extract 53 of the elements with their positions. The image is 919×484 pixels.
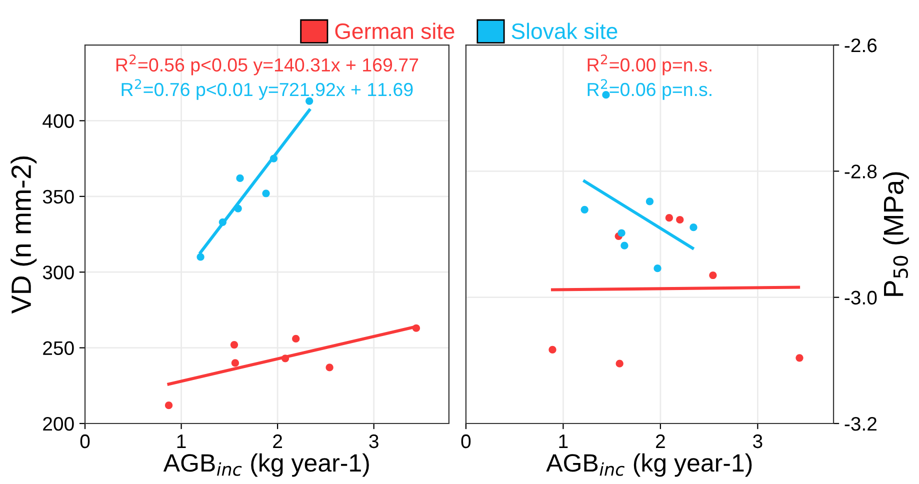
point — [796, 354, 804, 362]
annotation: R$^{2}$=0.76 p<0.01 y=721.92x + 11.69 — [122, 79, 413, 100]
x-axis-title: AGB$_{inc}$ (kg year-1) — [163, 453, 369, 477]
y-tick-label: -2.8 — [844, 164, 877, 178]
point — [231, 359, 239, 367]
x-tick-label: 1 — [177, 434, 186, 448]
point — [412, 324, 420, 332]
point — [548, 346, 556, 354]
point — [620, 242, 628, 250]
point — [236, 174, 244, 182]
y-axis-title: VD (n mm-2) — [10, 156, 37, 314]
annotation: R$^{2}$=0.56 p<0.05 y=140.31x + 169.77 — [116, 54, 418, 76]
point — [616, 360, 624, 368]
point — [654, 264, 662, 272]
y-tick-label: 400 — [42, 114, 74, 128]
point — [709, 271, 717, 280]
point — [262, 190, 270, 198]
x-tick-label: 0 — [80, 434, 90, 448]
x-tick-label: 2 — [656, 434, 665, 448]
point — [270, 154, 278, 162]
y-tick-label: 200 — [43, 416, 74, 431]
point — [234, 204, 242, 212]
point — [676, 216, 684, 224]
point — [580, 206, 588, 214]
point — [618, 229, 626, 237]
point — [646, 198, 654, 206]
annotation: R$^{2}$=0.06 p=n.s. — [588, 79, 712, 100]
legend-label: Slovak site — [512, 22, 618, 40]
y-tick-label: -2.6 — [844, 38, 877, 52]
x-tick-label: 3 — [753, 434, 762, 448]
legend-label: German site — [335, 22, 454, 40]
y-tick-label: 350 — [42, 190, 74, 204]
point — [281, 354, 290, 362]
point — [690, 224, 698, 232]
point — [164, 402, 173, 410]
x-tick-label: 1 — [559, 434, 568, 448]
point — [326, 364, 334, 372]
point — [292, 334, 300, 343]
point — [230, 340, 238, 349]
y-tick-label: 250 — [43, 341, 74, 356]
y-axis-title: P$_{50}$ (MPa) — [883, 172, 909, 296]
point — [196, 253, 204, 261]
point — [602, 91, 610, 99]
point — [218, 218, 226, 226]
annotation: R$^{2}$=0.00 p=n.s. — [588, 54, 712, 76]
y-tick-label: -3.0 — [844, 290, 877, 305]
x-tick-label: 3 — [369, 434, 378, 448]
x-tick-label: 2 — [273, 434, 282, 448]
point — [665, 214, 673, 222]
x-tick-label: 0 — [461, 434, 471, 448]
y-tick-label: -3.2 — [844, 416, 876, 431]
x-axis-title: AGB$_{inc}$ (kg year-1) — [546, 453, 752, 477]
y-tick-label: 300 — [42, 266, 74, 280]
